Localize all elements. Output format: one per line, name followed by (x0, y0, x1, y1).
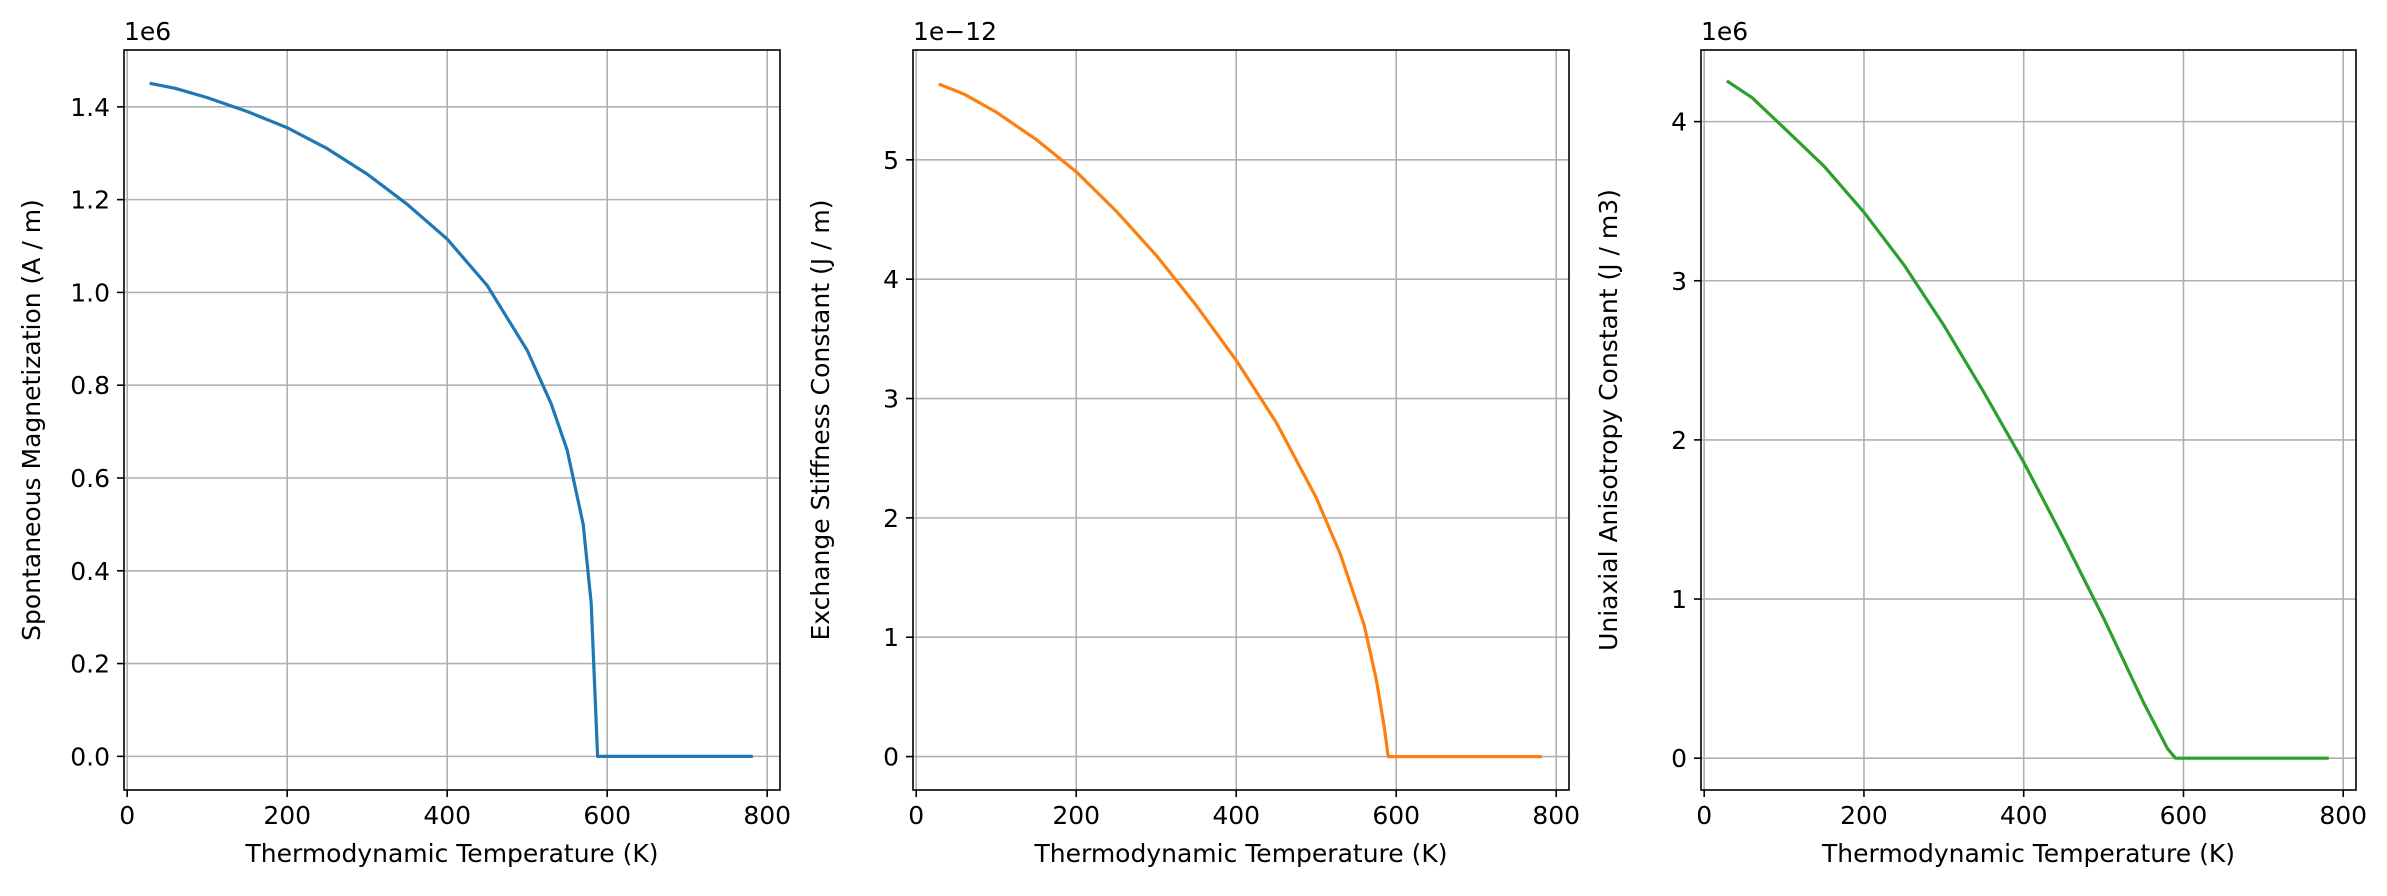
y-tick-label: 0.0 (70, 742, 110, 771)
subplot-exchange-stiffness: 0 200 400 600 800 0 1 2 3 4 5 1e−12 Thermodynamic Te… (806, 17, 1580, 868)
series-line (938, 82, 1542, 759)
x-tick-label: 200 (1840, 801, 1888, 830)
x-axis-label: Thermodynamic Temperature (K) (1033, 839, 1447, 868)
y-tick-label: 4 (1671, 108, 1687, 137)
x-tick-label: 800 (743, 801, 791, 830)
y-offset-text: 1e6 (124, 17, 171, 46)
y-tick-label: 0.4 (70, 557, 110, 586)
y-tick-label: 3 (1671, 267, 1687, 296)
subplot-anisotropy: 0 200 400 600 800 0 1 2 3 4 1e6 Thermodynamic Tempe… (1594, 17, 2367, 868)
x-axis-label: Thermodynamic Temperature (K) (1821, 839, 2235, 868)
x-tick-label: 0 (908, 801, 924, 830)
y-tick-label: 3 (883, 385, 899, 414)
x-tick-label: 600 (1372, 801, 1420, 830)
y-tick-label: 0 (883, 743, 899, 772)
x-tick-label: 200 (263, 801, 311, 830)
y-tick-label: 2 (1671, 426, 1687, 455)
y-tick-label: 1.4 (70, 93, 110, 122)
x-tick-label: 400 (423, 801, 471, 830)
series-line (149, 81, 753, 759)
x-tick-label: 200 (1052, 801, 1100, 830)
y-offset-text: 1e6 (1701, 17, 1748, 46)
y-tick-label: 1 (1671, 585, 1687, 614)
x-tick-label: 400 (2000, 801, 2048, 830)
axes-frame (912, 49, 1570, 791)
y-tick-label: 2 (883, 504, 899, 533)
y-axis-label: Spontaneous Magnetization (A / m) (17, 199, 46, 641)
x-tick-label: 800 (2319, 801, 2367, 830)
y-tick-label: 0.2 (70, 650, 110, 679)
x-tick-label: 0 (119, 801, 135, 830)
y-tick-label: 1 (883, 623, 899, 652)
subplot-magnetization: 0 200 400 600 800 0.0 0.2 0.4 0.6 0.8 1.0 1.2 1.4 1e6… (17, 17, 791, 868)
y-axis-label: Exchange Stiffness Constant (J / m) (806, 199, 835, 640)
x-tick-label: 400 (1212, 801, 1260, 830)
y-tick-label: 4 (883, 265, 899, 294)
y-tick-label: 0 (1671, 744, 1687, 773)
y-tick-label: 1.2 (70, 186, 110, 215)
y-tick-label: 5 (883, 146, 899, 175)
x-tick-label: 600 (2160, 801, 2208, 830)
x-tick-label: 600 (583, 801, 631, 830)
y-tick-label: 0.8 (70, 371, 110, 400)
x-tick-label: 0 (1696, 801, 1712, 830)
y-tick-label: 0.6 (70, 464, 110, 493)
axes-frame (1700, 49, 2357, 791)
y-axis-label: Uniaxial Anisotropy Constant (J / m3) (1594, 189, 1623, 651)
x-tick-label: 800 (1532, 801, 1580, 830)
series-line (1725, 79, 2329, 760)
y-offset-text: 1e−12 (913, 17, 997, 46)
axes-frame (123, 49, 781, 791)
x-axis-label: Thermodynamic Temperature (K) (244, 839, 658, 868)
y-tick-label: 1.0 (70, 278, 110, 307)
